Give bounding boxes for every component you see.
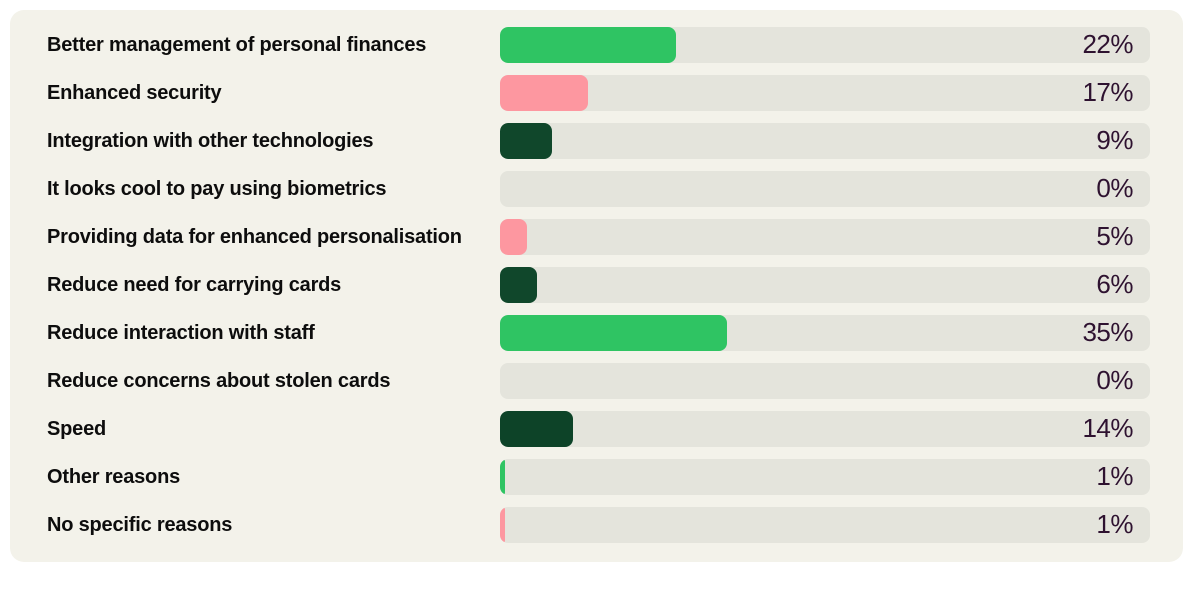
bar-track: 6%: [500, 267, 1150, 303]
bar-track: 1%: [500, 507, 1150, 543]
value-label: 0%: [1096, 173, 1133, 203]
bar-fill: [500, 507, 505, 543]
category-label: Speed: [47, 418, 107, 440]
chart-row: Better management of personal finances 22…: [47, 27, 1150, 63]
bar-fill: [500, 315, 727, 351]
chart-row: Enhanced security 17%: [47, 75, 1150, 111]
category-label: Integration with other technologies: [47, 130, 374, 152]
category-label: Reduce need for carrying cards: [47, 274, 342, 296]
bar-fill: [500, 459, 505, 495]
value-label: 1%: [1096, 461, 1133, 491]
bar-track: 5%: [500, 219, 1150, 255]
category-label: Providing data for enhanced personalisat…: [47, 226, 462, 248]
bar-track: 35%: [500, 315, 1150, 351]
bar-track: 14%: [500, 411, 1150, 447]
chart-card: Better management of personal finances 22…: [10, 10, 1183, 562]
value-label: 14%: [1082, 413, 1133, 443]
bar-track: 1%: [500, 459, 1150, 495]
bar-fill: [500, 27, 676, 63]
chart-row: Providing data for enhanced personalisat…: [47, 219, 1150, 255]
category-label: It looks cool to pay using biometrics: [47, 178, 387, 200]
category-label: Reduce interaction with staff: [47, 322, 315, 344]
bar-fill: [500, 411, 573, 447]
value-label: 22%: [1082, 29, 1133, 59]
category-label: Enhanced security: [47, 82, 222, 104]
bar-track: 17%: [500, 75, 1150, 111]
value-label: 5%: [1096, 221, 1133, 251]
chart-row: Other reasons 1%: [47, 459, 1150, 495]
bar-track: 0%: [500, 363, 1150, 399]
bar-fill: [500, 219, 527, 255]
chart-row: Reduce interaction with staff 35%: [47, 315, 1150, 351]
chart-row: It looks cool to pay using biometrics 0%: [47, 171, 1150, 207]
value-label: 17%: [1082, 77, 1133, 107]
bar-fill: [500, 75, 588, 111]
bar-track: 9%: [500, 123, 1150, 159]
value-label: 6%: [1096, 269, 1133, 299]
value-label: 1%: [1096, 509, 1133, 539]
chart-row: Reduce concerns about stolen cards 0%: [47, 363, 1150, 399]
value-label: 0%: [1096, 365, 1133, 395]
bar-fill: [500, 123, 552, 159]
bar-fill: [500, 267, 537, 303]
category-label: No specific reasons: [47, 514, 233, 536]
bar-track: 22%: [500, 27, 1150, 63]
chart-row: Speed 14%: [47, 411, 1150, 447]
bar-track: 0%: [500, 171, 1150, 207]
chart-row: Integration with other technologies 9%: [47, 123, 1150, 159]
bar-chart: Better management of personal finances 22…: [47, 27, 1150, 543]
value-label: 9%: [1096, 125, 1133, 155]
chart-row: Reduce need for carrying cards 6%: [47, 267, 1150, 303]
category-label: Other reasons: [47, 466, 181, 488]
chart-row: No specific reasons 1%: [47, 507, 1150, 543]
category-label: Better management of personal finances: [47, 34, 427, 56]
value-label: 35%: [1082, 317, 1133, 347]
category-label: Reduce concerns about stolen cards: [47, 370, 391, 392]
